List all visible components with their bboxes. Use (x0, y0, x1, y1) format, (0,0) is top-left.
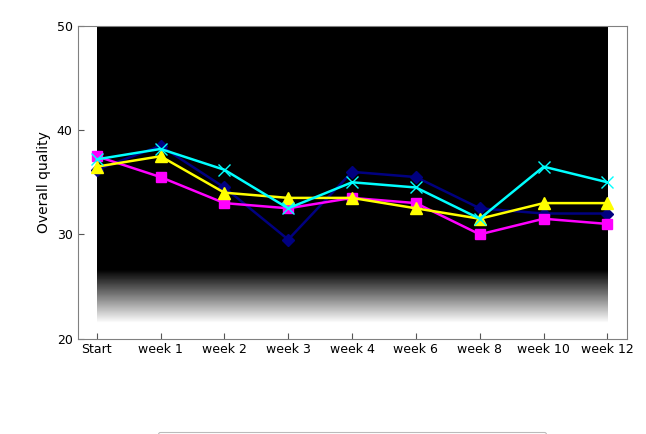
DOM 94%(Vacuum deoxidation) (156, 146, 164, 151)
DOM 94%(Vacuum) (540, 201, 548, 206)
DOM 94%(CONTROL) (412, 174, 420, 180)
DOM 94%(CONTROL) (220, 185, 228, 190)
DOM 94%(Deoxidation) (603, 221, 611, 227)
DOM 94%(Deoxidation) (284, 206, 292, 211)
DOM 94%(Deoxidation) (540, 216, 548, 221)
DOM 94%(CONTROL) (603, 211, 611, 216)
DOM 94%(Vacuum deoxidation) (603, 180, 611, 185)
DOM 94%(CONTROL) (476, 206, 484, 211)
DOM 94%(Vacuum) (93, 164, 101, 169)
DOM 94%(CONTROL) (540, 211, 548, 216)
DOM 94%(Vacuum) (476, 216, 484, 221)
DOM 94%(Deoxidation) (476, 232, 484, 237)
Line: DOM 94%(Vacuum): DOM 94%(Vacuum) (91, 151, 613, 224)
DOM 94%(Vacuum) (348, 195, 356, 201)
DOM 94%(Vacuum) (603, 201, 611, 206)
DOM 94%(CONTROL) (284, 237, 292, 242)
DOM 94%(Vacuum deoxidation) (284, 206, 292, 211)
DOM 94%(Vacuum deoxidation) (476, 216, 484, 221)
DOM 94%(CONTROL) (348, 169, 356, 174)
DOM 94%(Deoxidation) (412, 201, 420, 206)
DOM 94%(Deoxidation) (348, 195, 356, 201)
DOM 94%(Vacuum deoxidation) (540, 164, 548, 169)
Legend: DOM 94%(CONTROL), DOM 94%(Vacuum), DOM 94%(Deoxidation), DOM 94%(Vacuum deoxidat: DOM 94%(CONTROL), DOM 94%(Vacuum), DOM 9… (158, 431, 547, 434)
DOM 94%(Deoxidation) (220, 201, 228, 206)
DOM 94%(Vacuum) (284, 195, 292, 201)
DOM 94%(Vacuum) (220, 190, 228, 195)
DOM 94%(Deoxidation) (93, 154, 101, 159)
Y-axis label: Overall quality: Overall quality (37, 132, 51, 233)
Line: DOM 94%(Deoxidation): DOM 94%(Deoxidation) (92, 151, 612, 239)
DOM 94%(Vacuum) (412, 206, 420, 211)
DOM 94%(CONTROL) (93, 167, 101, 172)
DOM 94%(CONTROL) (156, 143, 164, 148)
DOM 94%(Deoxidation) (156, 174, 164, 180)
Line: DOM 94%(CONTROL): DOM 94%(CONTROL) (92, 141, 612, 244)
DOM 94%(Vacuum deoxidation) (93, 157, 101, 162)
DOM 94%(Vacuum) (156, 154, 164, 159)
DOM 94%(Vacuum deoxidation) (412, 185, 420, 190)
Line: DOM 94%(Vacuum deoxidation): DOM 94%(Vacuum deoxidation) (91, 143, 613, 224)
DOM 94%(Vacuum deoxidation) (220, 167, 228, 172)
DOM 94%(Vacuum deoxidation) (348, 180, 356, 185)
